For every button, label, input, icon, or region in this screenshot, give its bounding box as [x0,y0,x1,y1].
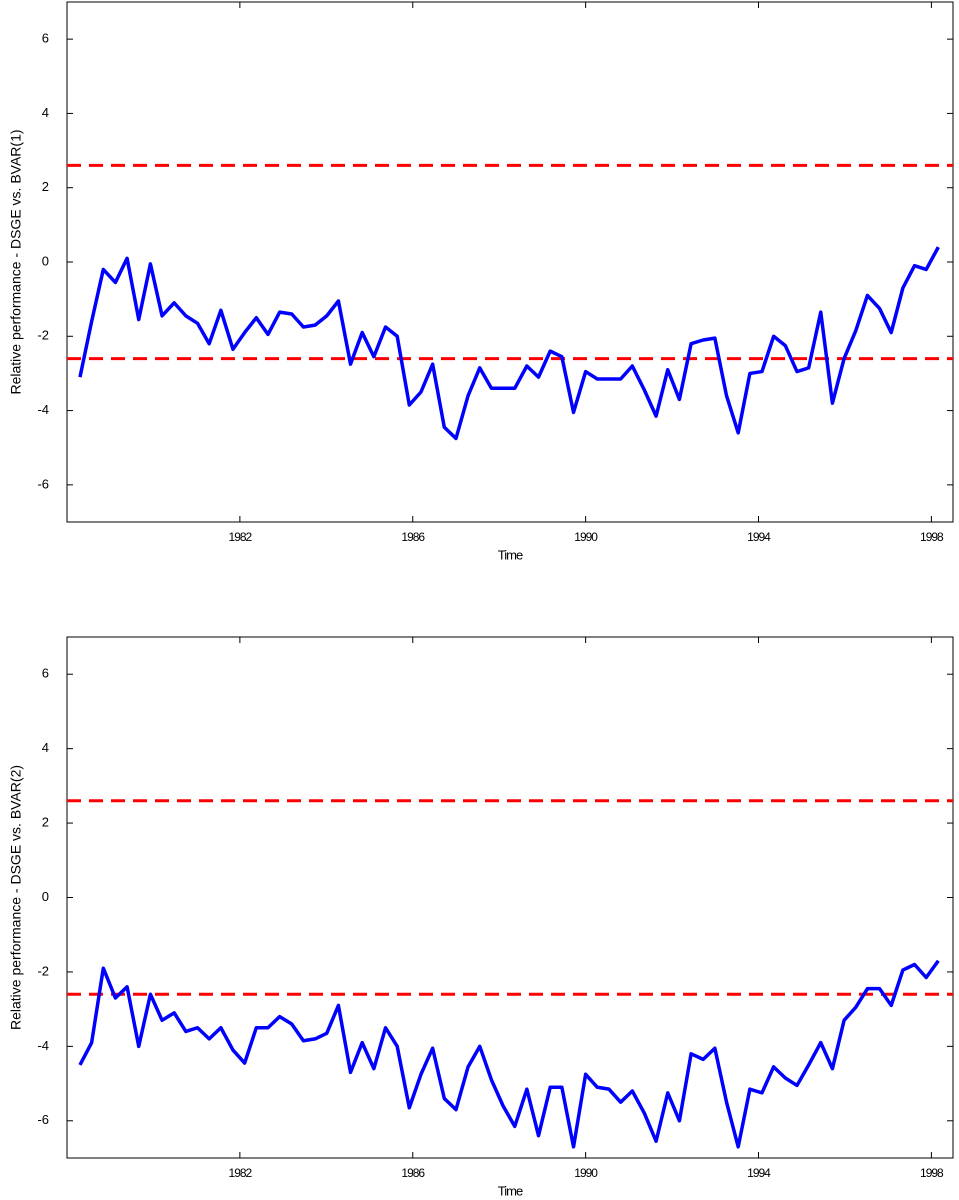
x-tick-label: 1990 [574,530,598,544]
data-line [78,246,940,441]
y-tick-label: -6 [37,1112,49,1127]
y-tick-label: -2 [37,328,49,343]
x-axis-label: Time [498,1183,523,1198]
x-tick-label: 1994 [747,530,771,544]
y-tick-label: -2 [37,963,49,978]
y-tick-label: 6 [42,666,49,681]
y-axis-label: Relative performance - DSGE vs. BVAR(1) [8,129,24,394]
x-tick-label: 1986 [401,1166,425,1180]
x-tick-label: 1994 [747,1166,771,1180]
y-axis-label: Relative performance - DSGE vs. BVAR(2) [8,765,24,1030]
y-tick-label: 2 [42,179,49,194]
y-tick-label: 4 [42,740,49,755]
data-line [78,959,940,1149]
plot-area [66,1,954,523]
y-tick-label: -4 [37,1038,49,1053]
x-tick-label: 1982 [229,530,253,544]
x-tick-label: 1990 [574,1166,598,1180]
x-tick-label: 1998 [920,1166,944,1180]
y-tick-label: 0 [42,253,49,268]
y-tick-label: 2 [42,815,49,830]
x-axis-label: Time [498,547,523,562]
plot-area [66,636,954,1159]
x-tick-label: 1998 [920,530,944,544]
y-tick-label: 0 [42,889,49,904]
x-tick-label: 1982 [229,1166,253,1180]
y-tick-label: 6 [42,31,49,46]
y-tick-label: 4 [42,105,49,120]
y-tick-label: -6 [37,476,49,491]
y-tick-label: -4 [37,402,49,417]
x-tick-label: 1986 [401,530,425,544]
